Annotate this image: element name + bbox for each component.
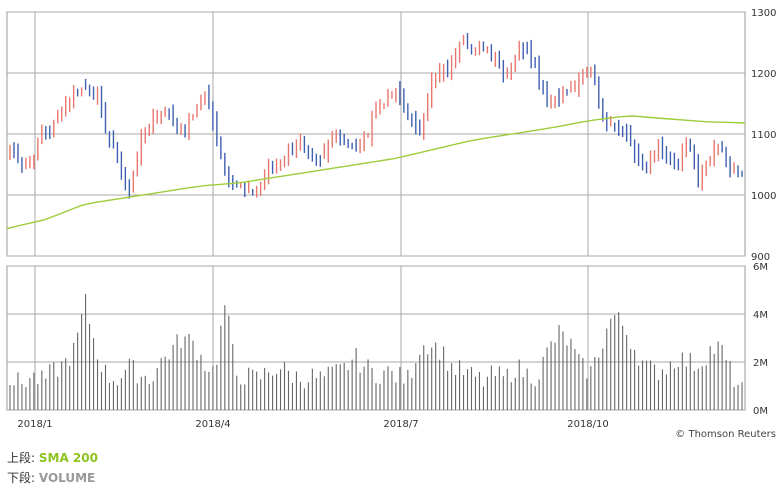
x-tick-label: 2018/10 — [567, 419, 609, 430]
sma200-line — [6, 115, 746, 230]
volume-tick-label: 4M — [753, 310, 768, 321]
data-credit: © Thomson Reuters — [675, 429, 776, 440]
x-tick-label: 2018/4 — [195, 419, 230, 430]
legend-volume-label: VOLUME — [38, 471, 96, 485]
volume-tick-label: 6M — [753, 262, 768, 273]
legend-volume: 下段: VOLUME — [7, 469, 95, 486]
x-tick-label: 2018/1 — [17, 419, 52, 430]
volume-tick-label: 0M — [753, 406, 768, 417]
price-tick-label: 900 — [751, 252, 770, 263]
legend-sma-prefix: 上段: — [7, 451, 36, 465]
legend-volume-prefix: 下段: — [7, 471, 36, 485]
x-tick-label: 2018/7 — [383, 419, 418, 430]
volume-tick-label: 2M — [753, 358, 768, 369]
price-panel: 1300 1200 1100 1000 900 — [6, 8, 776, 263]
volume-panel: 2018/1 2018/4 2018/7 2018/10 6M 4M 2M 0M — [6, 262, 768, 430]
price-tick-label: 1300 — [751, 8, 776, 19]
legend-sma: 上段: SMA 200 — [7, 449, 98, 466]
price-tick-label: 1000 — [751, 191, 776, 202]
price-tick-label: 1200 — [751, 69, 776, 80]
legend-sma-label: SMA 200 — [38, 451, 98, 465]
price-tick-label: 1100 — [751, 130, 776, 141]
